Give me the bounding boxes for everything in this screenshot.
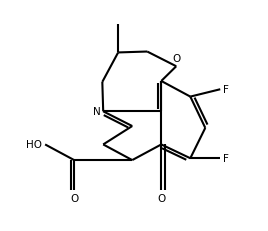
Text: O: O — [157, 193, 165, 203]
Text: F: F — [223, 85, 229, 95]
Text: O: O — [172, 54, 180, 64]
Text: F: F — [223, 154, 229, 164]
Text: O: O — [70, 193, 78, 203]
Text: N: N — [93, 107, 100, 117]
Text: HO: HO — [27, 140, 42, 150]
